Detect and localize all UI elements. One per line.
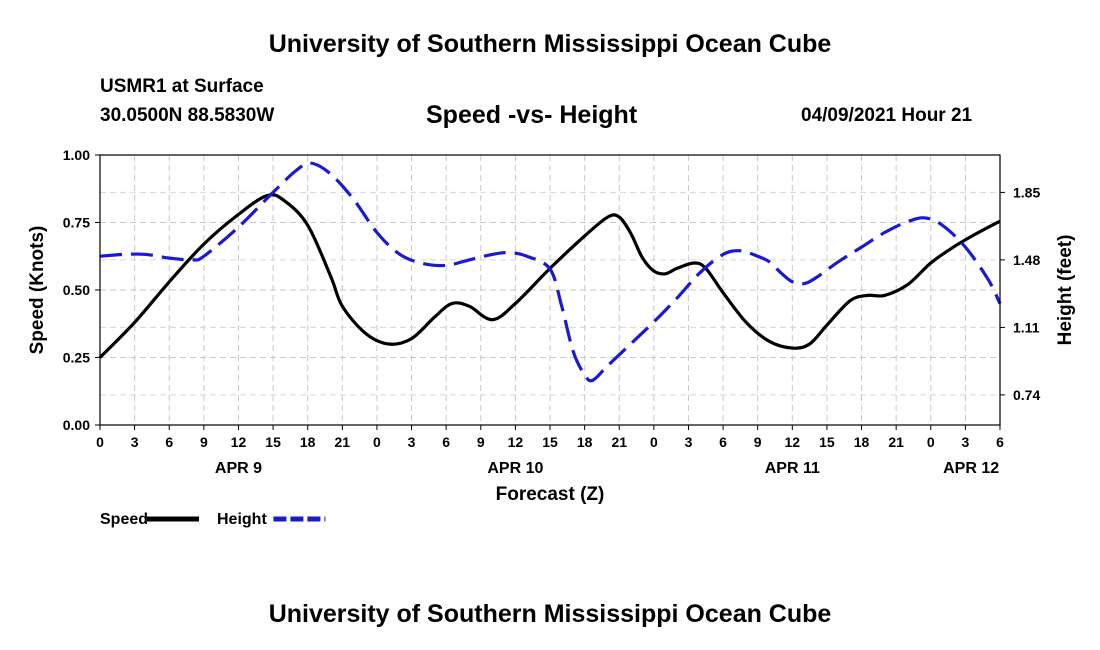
x-tick-label: 12 (231, 434, 247, 450)
legend-label-speed: Speed (100, 511, 148, 528)
footer-title: University of Southern Mississippi Ocean… (268, 600, 832, 628)
x-tick-label: 9 (754, 434, 762, 450)
x-tick-label: 3 (131, 434, 139, 450)
x-tick-label: 6 (442, 434, 450, 450)
x-tick-label: 0 (96, 434, 104, 450)
series-line-height (99, 161, 1002, 383)
x-tick-label: 21 (611, 434, 627, 450)
x-tick-label: 15 (265, 434, 281, 450)
page-title: University of Southern Mississippi Ocean… (268, 30, 832, 58)
y-axis-title: Speed (Knots) (27, 226, 48, 355)
legend: Speed Height (100, 511, 326, 528)
x-tick-label: 0 (650, 434, 658, 450)
series-layer (98, 161, 1002, 383)
x-tick-label: 6 (719, 434, 727, 450)
y2-axis-title: Height (feet) (1055, 235, 1076, 346)
x-tick-label: 21 (888, 434, 904, 450)
y-tick-label: 0.50 (63, 282, 90, 298)
series-line-speed (98, 193, 1001, 359)
grid (100, 155, 1000, 425)
y-tick-label: 0.00 (63, 417, 90, 433)
chart-title: Speed -vs- Height (426, 101, 638, 129)
x-tick-label: 18 (300, 434, 316, 450)
legend-label-height: Height (217, 511, 267, 528)
y-tick-label: 0.25 (63, 350, 90, 366)
x-date-label: APR 9 (215, 460, 262, 477)
y2-tick-label: 1.48 (1013, 252, 1040, 268)
x-tick-label: 21 (335, 434, 351, 450)
x-tick-label: 12 (508, 434, 524, 450)
run-time-label: 04/09/2021 Hour 21 (801, 105, 973, 126)
x-tick-label: 12 (785, 434, 801, 450)
y2-tick-label: 0.74 (1013, 387, 1040, 403)
axis-labels: Forecast (Z) Speed (Knots) Height (feet) (27, 226, 1076, 505)
y-tick-label: 1.00 (63, 147, 90, 163)
x-date-label: APR 12 (943, 460, 999, 477)
x-tick-label: 18 (854, 434, 870, 450)
x-tick-label: 0 (927, 434, 935, 450)
x-tick-label: 0 (373, 434, 381, 450)
station-label: USMR1 at Surface (100, 76, 264, 97)
x-tick-label: 9 (200, 434, 208, 450)
y-tick-label: 0.75 (63, 215, 90, 231)
x-tick-label: 18 (577, 434, 593, 450)
axes: 0 3 6 9 12 15 18 21 0 3 6 9 12 15 18 21 0 3 6 9 12 15 18 21 0 3 6 A… (63, 147, 1041, 477)
x-tick-label: 3 (685, 434, 693, 450)
y2-tick-label: 1.11 (1013, 319, 1040, 335)
x-axis-title: Forecast (Z) (496, 484, 605, 505)
x-date-label: APR 10 (487, 460, 543, 477)
coordinates-label: 30.0500N 88.5830W (100, 105, 275, 126)
y2-tick-label: 1.85 (1013, 184, 1040, 200)
x-tick-label: 9 (477, 434, 485, 450)
plot-frame (99, 154, 1001, 426)
x-tick-label: 3 (961, 434, 969, 450)
x-date-label: APR 11 (765, 460, 820, 477)
x-tick-label: 6 (996, 434, 1004, 450)
x-tick-label: 3 (408, 434, 416, 450)
x-tick-label: 15 (819, 434, 835, 450)
x-tick-label: 6 (165, 434, 173, 450)
x-tick-label: 15 (542, 434, 558, 450)
